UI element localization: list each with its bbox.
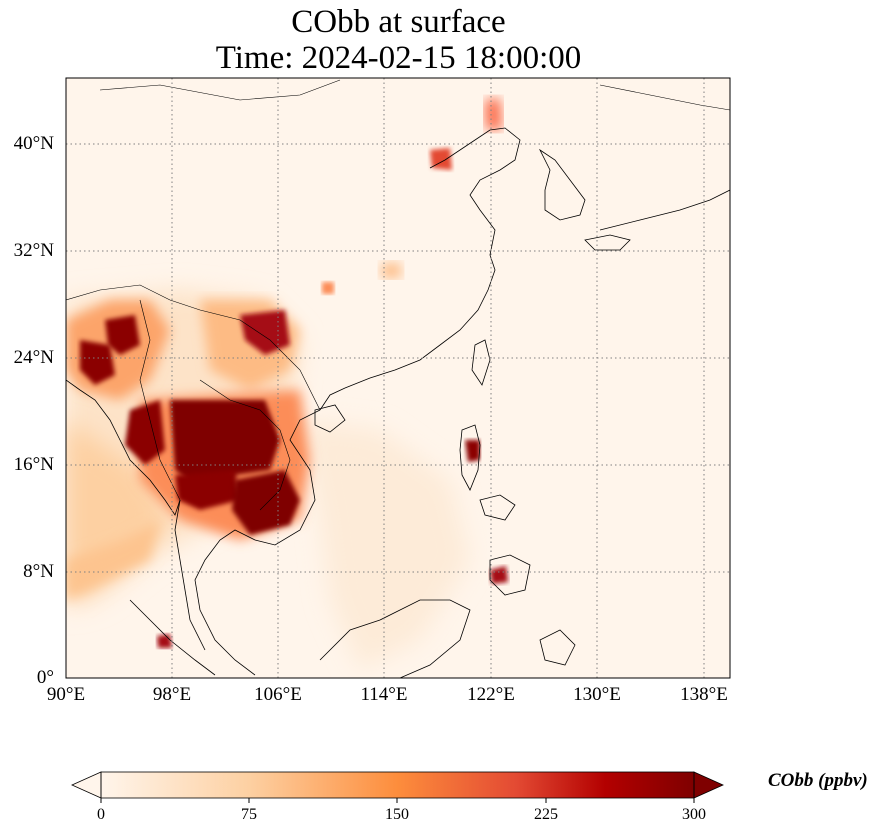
concentration-field (66, 98, 508, 670)
gridlines (66, 78, 730, 678)
map-title: CObb at surface (291, 4, 506, 40)
lat-label-0: 0° (36, 667, 54, 688)
lon-label-98E: 98°E (152, 684, 192, 705)
lon-label-90E: 90°E (46, 684, 86, 705)
lon-label-130E: 130°E (573, 684, 621, 705)
lon-label-114E: 114°E (360, 684, 408, 705)
lon-label-122E: 122°E (467, 684, 515, 705)
lat-label-24N: 24°N (13, 347, 54, 368)
colorbar-extend-min (71, 771, 102, 799)
colorbar-extend-max (693, 771, 724, 799)
colorbar-tick-150: 150 (385, 806, 409, 823)
lat-label-40N: 40°N (13, 133, 54, 154)
lat-label-8N: 8°N (23, 561, 54, 582)
map-frame (65, 77, 731, 679)
colorbar-tick-0: 0 (97, 806, 105, 823)
colorbar-tick-75: 75 (241, 806, 257, 823)
colorbar (71, 771, 724, 803)
lon-label-106E: 106°E (254, 684, 302, 705)
colorbar-gradient (101, 772, 694, 798)
lat-label-16N: 16°N (13, 454, 54, 475)
lat-label-32N: 32°N (13, 240, 54, 261)
coastlines (66, 79, 730, 678)
colorbar-tick-300: 300 (682, 806, 706, 823)
colorbar-tick-225: 225 (534, 806, 558, 823)
colorbar-label: CObb (ppbv) (768, 770, 868, 791)
lon-label-138E: 138°E (680, 684, 728, 705)
map-subtitle-time: Time: 2024-02-15 18:00:00 (215, 40, 582, 76)
